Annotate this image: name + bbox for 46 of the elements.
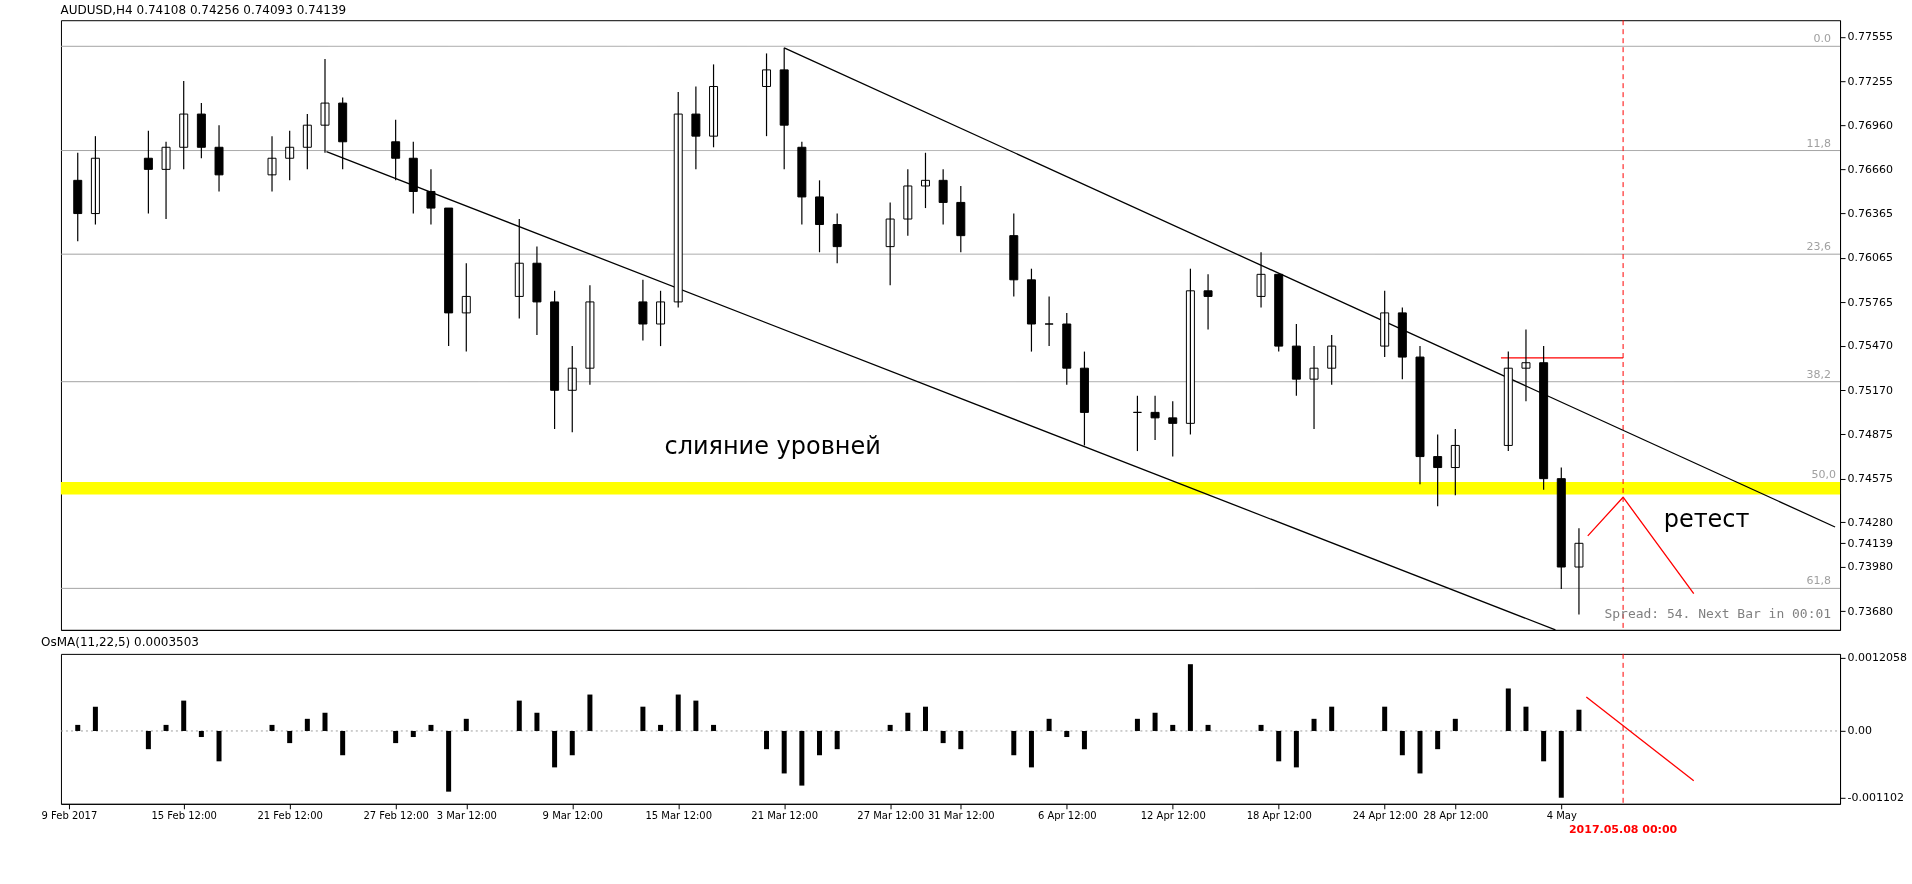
x-tick-label: 4 May <box>1546 810 1577 822</box>
y-tick-label: 0.76660 <box>1847 163 1893 177</box>
x-tick-label: 6 Apr 12:00 <box>1037 810 1097 822</box>
y-tick-label: 0.74280 <box>1847 515 1893 529</box>
x-tick-label: 9 Feb 2017 <box>41 810 98 822</box>
x-tick-label: 21 Feb 12:00 <box>257 810 323 822</box>
annotation: 11,8 <box>1806 136 1832 150</box>
y-tick-label: 0.74875 <box>1847 427 1893 441</box>
y-tick-label: 0.00 <box>1847 724 1872 738</box>
y-tick-label: 0.75170 <box>1847 383 1893 397</box>
y-tick-label: 0.74575 <box>1847 472 1893 486</box>
x-tick-label: 15 Feb 12:00 <box>151 810 217 822</box>
annotation: 0.0 <box>1813 32 1832 46</box>
y-tick-label: 0.75765 <box>1847 295 1893 309</box>
y-tick-label: 0.77555 <box>1847 30 1893 44</box>
annotation: ретест <box>1663 505 1750 534</box>
y-tick-label: 0.76065 <box>1847 251 1893 265</box>
ref-line-label: 2017.05.08 00:00 <box>1568 822 1678 836</box>
chart-title: AUDUSD,H4 0.74108 0.74256 0.74093 0.74139 <box>60 2 347 17</box>
annotation: слияние уровней <box>664 432 881 461</box>
x-tick-label: 15 Mar 12:00 <box>645 810 713 822</box>
y-tick-label: 0.76960 <box>1847 118 1893 132</box>
x-tick-label: 24 Apr 12:00 <box>1352 810 1418 822</box>
annotation: Spread: 54. Next Bar in 00:01 <box>1604 605 1832 621</box>
y-tick-label: 0.77255 <box>1847 74 1893 88</box>
y-tick-label: 0.76365 <box>1847 206 1893 220</box>
x-tick-label: 31 Mar 12:00 <box>927 810 995 822</box>
x-tick-label: 18 Apr 12:00 <box>1246 810 1312 822</box>
y-tick-label: 0.75470 <box>1847 339 1893 353</box>
y-tick-label: 0.73980 <box>1847 560 1893 574</box>
x-tick-label: 27 Feb 12:00 <box>363 810 429 822</box>
y-tick-label: -0.001102 <box>1847 791 1904 805</box>
y-tick-label: 0.0012058 <box>1847 651 1907 665</box>
annotation: 61,8 <box>1806 574 1832 588</box>
y-tick-label: 0.74139 <box>1847 536 1893 550</box>
x-tick-label: 28 Apr 12:00 <box>1423 810 1489 822</box>
x-tick-label: 27 Mar 12:00 <box>857 810 924 822</box>
annotation: 38,2 <box>1806 367 1832 381</box>
x-tick-label: 21 Mar 12:00 <box>751 810 819 822</box>
x-tick-label: 9 Mar 12:00 <box>542 810 603 822</box>
band-label: 50,0 <box>1811 467 1837 481</box>
x-tick-label: 3 Mar 12:00 <box>436 810 497 822</box>
y-tick-label: 0.73680 <box>1847 604 1893 618</box>
annotation: 23,6 <box>1806 240 1832 254</box>
chart-title: OsMA(11,22,5) 0.0003503 <box>40 634 199 649</box>
x-tick-label: 12 Apr 12:00 <box>1140 810 1206 822</box>
